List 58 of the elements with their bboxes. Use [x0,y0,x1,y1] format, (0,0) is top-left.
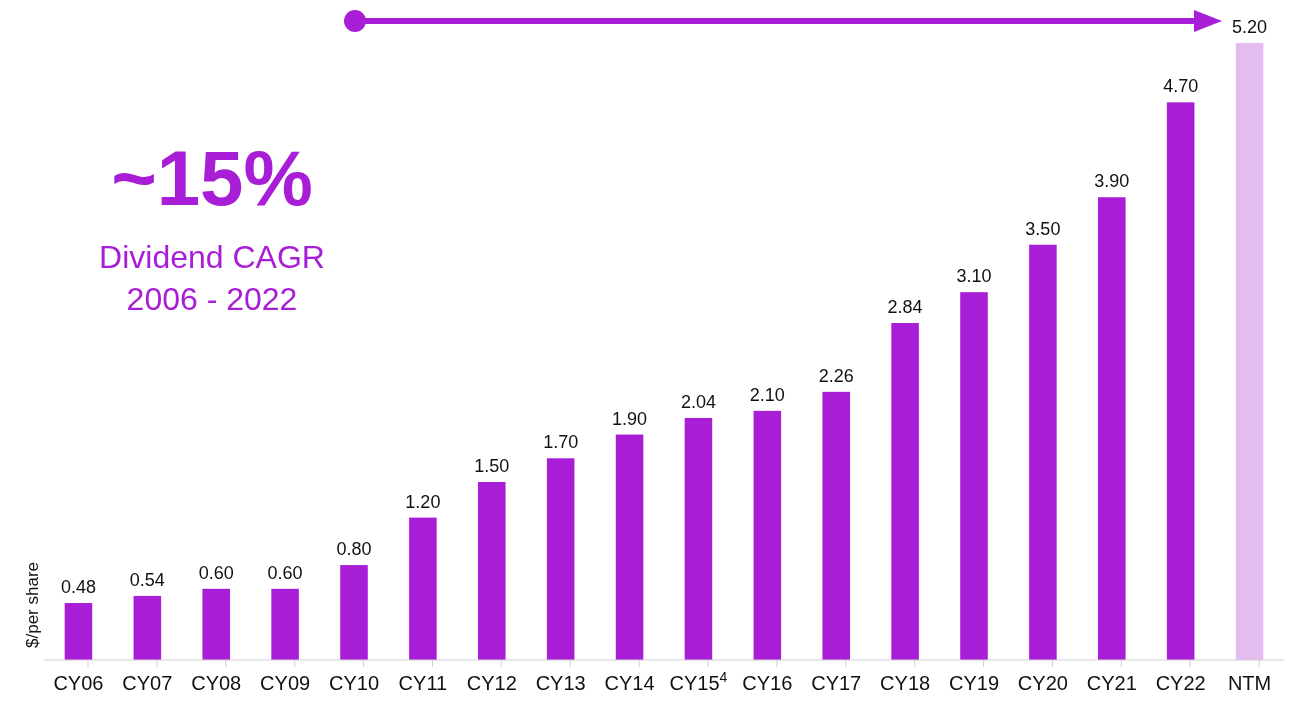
bar [271,588,299,660]
data-label: 3.50 [1025,218,1061,239]
bar [753,410,782,660]
data-label: 0.80 [336,539,372,560]
data-label: 5.20 [1232,17,1268,37]
x-tick-label: CY17 [811,672,862,694]
bar [822,391,850,660]
data-label: 1.90 [612,408,648,429]
x-tick-label: CY18 [880,672,931,694]
x-tick-label: CY15$^{4}$ [669,669,728,694]
x-tick-label: CY07 [122,672,173,694]
annotation: Dividend CAGR [99,239,325,275]
data-label: 0.60 [267,562,303,583]
bar [960,292,988,660]
bar [684,417,713,660]
bar [133,595,162,660]
bar [1235,43,1264,660]
bar [478,482,506,660]
y-axis-title: $/per share [23,562,42,648]
bar [340,565,368,660]
x-tick-label: CY22 [1155,672,1206,694]
data-label: 2.10 [749,384,785,405]
bar [1166,102,1195,660]
data-label: 0.54 [129,569,165,590]
x-tick-label: CY06 [53,672,104,694]
data-label: 3.10 [956,266,992,287]
data-label: 1.20 [405,491,441,512]
bar [409,517,437,660]
bar [546,458,575,660]
annotation: ~15% [111,134,313,222]
data-label: 0.48 [60,577,96,598]
x-tick-label: CY12 [466,672,517,694]
data-label: 2.26 [818,365,854,386]
x-tick-label: CY20 [1017,672,1068,694]
data-label: 2.04 [680,391,716,412]
data-label: 0.60 [198,562,234,583]
data-label: 4.70 [1163,76,1199,97]
x-tick-label: CY09 [260,672,311,694]
x-tick-label: CY13 [535,672,586,694]
x-tick-label: CY08 [191,672,242,694]
bar [1098,197,1126,660]
x-tick-label: CY14 [604,672,655,694]
x-tick-label: NTM [1227,672,1272,694]
x-tick-label: CY21 [1086,672,1137,694]
x-tick-label: CY11 [398,672,448,694]
bar [1029,244,1057,660]
data-label: 3.90 [1094,171,1130,192]
bar [615,434,644,660]
annotation: 2006 - 2022 [126,281,298,317]
data-label: 2.84 [887,297,923,318]
x-tick-label: CY10 [328,672,380,694]
bar [202,588,230,660]
x-tick-label: CY19 [948,672,1000,694]
x-tick-label: CY16 [742,672,793,694]
bar [891,323,919,660]
data-label: 1.70 [543,432,579,453]
bar [64,603,93,660]
data-label: 1.50 [474,456,510,477]
